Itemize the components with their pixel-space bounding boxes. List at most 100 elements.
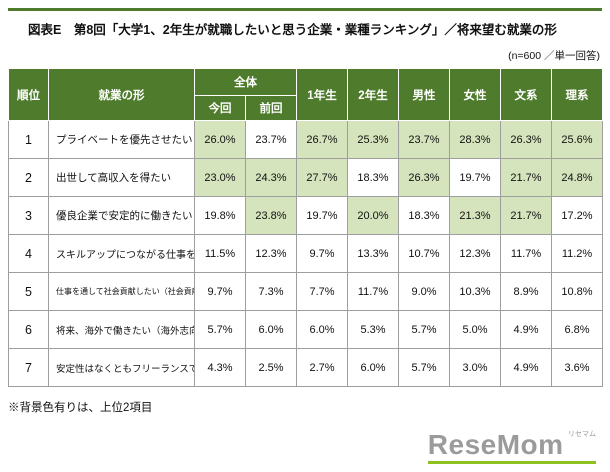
value-cell: 21.7% (500, 196, 552, 235)
value-cell: 2.7% (296, 348, 348, 387)
value-cell: 27.7% (296, 158, 348, 197)
header-current: 今回 (194, 95, 246, 121)
header-rank: 順位 (8, 68, 49, 121)
value-cell: 24.3% (245, 158, 297, 197)
value-cell: 5.3% (347, 310, 399, 349)
value-cell: 6.0% (245, 310, 297, 349)
employment-form-cell: 出世して高収入を得たい (48, 158, 195, 197)
value-cell: 23.7% (398, 120, 450, 159)
value-cell: 2.5% (245, 348, 297, 387)
table-row: 2 出世して高収入を得たい 23.0% 24.3% 27.7% 18.3% 26… (8, 158, 603, 197)
value-cell: 9.0% (398, 272, 450, 311)
value-cell: 12.3% (245, 234, 297, 273)
table-row: 1 プライベートを優先させたい 26.0% 23.7% 26.7% 25.3% … (8, 120, 603, 159)
logo-furigana: リセマム (568, 431, 596, 438)
value-cell: 21.3% (449, 196, 501, 235)
footnote: ※背景色有りは、上位2項目 (8, 402, 153, 414)
header-humanities: 文系 (500, 68, 552, 121)
value-cell: 23.8% (245, 196, 297, 235)
value-cell: 6.0% (296, 310, 348, 349)
value-cell: 5.7% (194, 310, 246, 349)
value-cell: 18.3% (398, 196, 450, 235)
ranking-table: 順位 就業の形 全体 1年生 2年生 男性 女性 文系 理系 今回 前回 1 プ… (8, 68, 603, 387)
rank-cell: 7 (8, 348, 49, 387)
table-row: 4 スキルアップにつながる仕事をしたい 11.5% 12.3% 9.7% 13.… (8, 234, 603, 273)
logo-underline (427, 461, 596, 464)
value-cell: 26.0% (194, 120, 246, 159)
employment-form-cell: 優良企業で安定的に働きたい (48, 196, 195, 235)
sample-size-note: (n=600 ／単一回答) (508, 50, 600, 62)
value-cell: 10.3% (449, 272, 501, 311)
header-year1: 1年生 (296, 68, 348, 121)
employment-form-cell: プライベートを優先させたい (48, 120, 195, 159)
header-employment-form: 就業の形 (48, 68, 195, 121)
table-row: 7 安定性はなくともフリーランスで働きたい 4.3% 2.5% 2.7% 6.0… (8, 348, 603, 387)
header-year2: 2年生 (347, 68, 399, 121)
header-previous: 前回 (245, 95, 297, 121)
value-cell: 25.3% (347, 120, 399, 159)
value-cell: 26.3% (398, 158, 450, 197)
value-cell: 5.7% (398, 348, 450, 387)
rank-cell: 4 (8, 234, 49, 273)
header-male: 男性 (398, 68, 450, 121)
top-divider (8, 8, 602, 11)
rank-cell: 2 (8, 158, 49, 197)
value-cell: 25.6% (551, 120, 603, 159)
value-cell: 12.3% (449, 234, 501, 273)
table-row: 3 優良企業で安定的に働きたい 19.8% 23.8% 19.7% 20.0% … (8, 196, 603, 235)
table-body: 1 プライベートを優先させたい 26.0% 23.7% 26.7% 25.3% … (8, 120, 603, 387)
value-cell: 24.8% (551, 158, 603, 197)
value-cell: 8.9% (500, 272, 552, 311)
value-cell: 4.9% (500, 310, 552, 349)
header-row-sub: 今回 前回 (9, 95, 603, 121)
figure-title: 図表E 第8回「大学1、2年生が就職したいと思う企業・業種ランキング」／将来望む… (28, 23, 557, 37)
rank-cell: 6 (8, 310, 49, 349)
logo-text: ReseMom (427, 429, 564, 460)
value-cell: 19.8% (194, 196, 246, 235)
value-cell: 3.6% (551, 348, 603, 387)
value-cell: 11.5% (194, 234, 246, 273)
employment-form-cell: 仕事を通して社会貢献したい（社会貢献志向） (48, 272, 195, 311)
value-cell: 5.0% (449, 310, 501, 349)
value-cell: 11.2% (551, 234, 603, 273)
value-cell: 10.8% (551, 272, 603, 311)
value-cell: 3.0% (449, 348, 501, 387)
rank-cell: 3 (8, 196, 49, 235)
value-cell: 11.7% (500, 234, 552, 273)
header-sciences: 理系 (551, 68, 603, 121)
value-cell: 26.7% (296, 120, 348, 159)
table-header: 順位 就業の形 全体 1年生 2年生 男性 女性 文系 理系 今回 前回 (8, 68, 603, 121)
logo-row: ReseMom リセマム (428, 431, 596, 459)
employment-form-cell: スキルアップにつながる仕事をしたい (48, 234, 195, 273)
value-cell: 7.7% (296, 272, 348, 311)
rank-cell: 5 (8, 272, 49, 311)
employment-form-cell: 安定性はなくともフリーランスで働きたい (48, 348, 195, 387)
value-cell: 11.7% (347, 272, 399, 311)
value-cell: 13.3% (347, 234, 399, 273)
value-cell: 21.7% (500, 158, 552, 197)
value-cell: 9.7% (194, 272, 246, 311)
header-overall: 全体 (194, 68, 297, 96)
value-cell: 18.3% (347, 158, 399, 197)
value-cell: 23.7% (245, 120, 297, 159)
header-female: 女性 (449, 68, 501, 121)
value-cell: 19.7% (449, 158, 501, 197)
value-cell: 4.3% (194, 348, 246, 387)
value-cell: 9.7% (296, 234, 348, 273)
table-row: 5 仕事を通して社会貢献したい（社会貢献志向） 9.7% 7.3% 7.7% 1… (8, 272, 603, 311)
value-cell: 26.3% (500, 120, 552, 159)
rank-cell: 1 (8, 120, 49, 159)
value-cell: 7.3% (245, 272, 297, 311)
value-cell: 20.0% (347, 196, 399, 235)
value-cell: 23.0% (194, 158, 246, 197)
employment-form-cell: 将来、海外で働きたい（海外志向） (48, 310, 195, 349)
value-cell: 4.9% (500, 348, 552, 387)
value-cell: 19.7% (296, 196, 348, 235)
value-cell: 5.7% (398, 310, 450, 349)
header-row-main: 順位 就業の形 全体 1年生 2年生 男性 女性 文系 理系 (8, 68, 603, 121)
value-cell: 6.0% (347, 348, 399, 387)
resemom-logo: ReseMom リセマム (427, 431, 596, 464)
value-cell: 17.2% (551, 196, 603, 235)
value-cell: 6.8% (551, 310, 603, 349)
